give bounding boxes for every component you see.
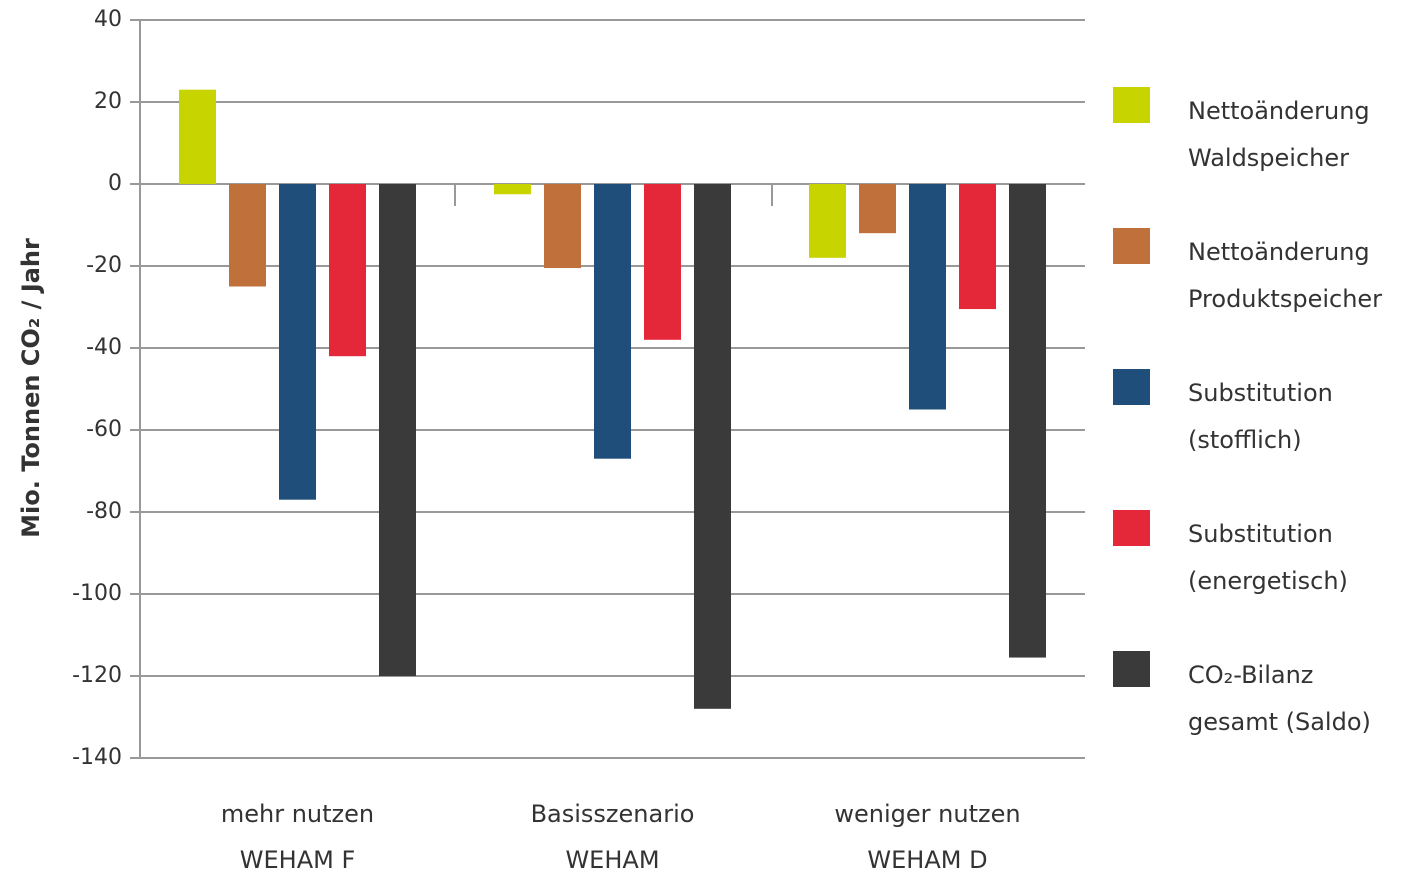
y-tick-label: -40 [86,335,122,360]
bar [179,89,216,184]
legend-swatch [1113,228,1150,264]
y-tick-label: -120 [72,663,122,688]
bar [544,184,581,269]
bar [909,184,946,410]
bar [1009,184,1046,658]
bar [809,184,846,258]
bar [594,184,631,459]
bar [859,184,896,234]
y-tick-label: 20 [94,89,122,114]
legend-label: Substitution (stofflich) [1188,379,1333,454]
legend-swatch [1113,87,1150,123]
bar [959,184,996,310]
bar [494,184,531,195]
y-tick-label: -140 [72,745,122,770]
y-tick-label: -20 [86,253,122,278]
legend-label: Nettoänderung Produktspeicher [1188,238,1383,313]
legend-label: Nettoänderung Waldspeicher [1188,97,1370,172]
legend-swatch [1113,651,1150,687]
bar [694,184,731,709]
x-tick-label: WEHAM D [867,846,987,874]
legend-label: CO₂-Bilanz gesamt (Saldo) [1188,661,1371,736]
bar [229,184,266,287]
y-axis-label: Mio. Tonnen CO₂ / Jahr [17,238,45,538]
y-tick-label: -100 [72,581,122,606]
y-tick-label: -80 [86,499,122,524]
bar [644,184,681,340]
x-tick-label: WEHAM F [240,846,356,874]
y-tick-label: 40 [94,7,122,32]
legend-swatch [1113,369,1150,405]
bar [379,184,416,676]
bar [279,184,316,500]
y-tick-label: -60 [86,417,122,442]
y-tick-label: 0 [108,171,122,196]
bar [329,184,366,357]
x-tick-label: Basisszenario [531,800,695,828]
legend-swatch [1113,510,1150,546]
x-tick-label: mehr nutzen [221,800,374,828]
x-tick-label: WEHAM [565,846,659,874]
x-tick-label: weniger nutzen [834,800,1020,828]
legend-label: Substitution (energetisch) [1188,520,1348,595]
